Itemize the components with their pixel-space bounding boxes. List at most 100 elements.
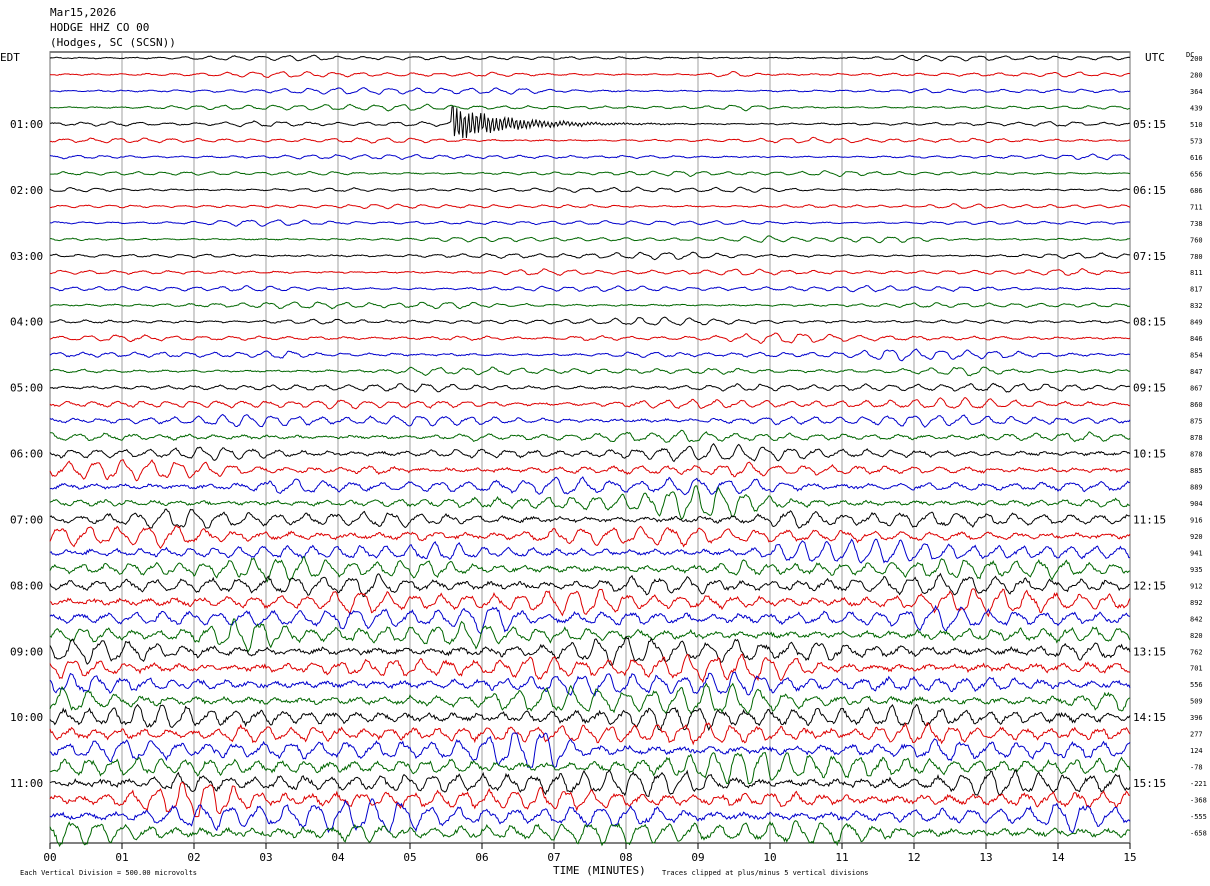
dc-value: 847 [1190,368,1203,376]
dc-value: 832 [1190,302,1203,310]
left-hour-label: 04:00 [10,316,43,329]
left-hour-label: 05:00 [10,382,43,395]
header-date: Mar15,2026 [50,6,116,19]
trace-31 [49,556,1131,583]
trace-42 [49,732,1131,768]
left-hour-label: 10:00 [10,711,43,724]
trace-10 [49,219,1131,227]
right-hour-label: 11:15 [1133,513,1166,526]
dc-value: -221 [1190,780,1207,788]
trace-37 [49,653,1131,684]
dc-value: 904 [1190,500,1203,508]
trace-8 [49,186,1131,193]
trace-35 [49,618,1131,653]
x-tick-label: 15 [1123,851,1136,864]
right-hour-label: 10:15 [1133,448,1166,461]
dc-value: 867 [1190,385,1203,393]
trace-30 [49,538,1130,564]
plot-frame [49,51,1131,844]
x-tick-label: 11 [835,851,848,864]
trace-15 [49,301,1131,310]
trace-34 [49,604,1131,635]
right-hour-label: 07:15 [1133,250,1166,263]
left-hour-label: 02:00 [10,184,43,197]
dc-value: 878 [1190,451,1203,459]
trace-6 [49,153,1131,161]
right-hour-label: 12:15 [1133,579,1166,592]
clip-note: Traces clipped at plus/minus 5 vertical … [662,869,869,877]
trace-32 [49,572,1131,598]
dc-value: 556 [1190,681,1203,689]
trace-43 [49,751,1131,785]
x-tick-label: 04 [331,851,345,864]
left-hour-label: 11:00 [10,777,43,790]
dc-value: 573 [1190,137,1203,145]
trace-9 [50,203,1131,210]
dc-value: 701 [1190,665,1203,673]
trace-25 [49,459,1131,482]
x-tick-label: 00 [43,851,56,864]
dc-value: 885 [1190,467,1203,475]
dc-value: 889 [1190,483,1203,491]
right-hour-label: 13:15 [1133,645,1166,658]
dc-label: DC [1186,51,1194,59]
x-tick-label: 14 [1051,851,1065,864]
trace-0 [49,54,1131,62]
left-hour-label: 03:00 [10,250,43,263]
x-tick-label: 03 [259,851,272,864]
dc-value: 396 [1190,714,1203,722]
trace-13 [49,268,1131,276]
dc-value: 439 [1190,104,1203,112]
trace-12 [49,251,1131,261]
header-station: HODGE HHZ CO 00 [50,21,149,34]
dc-value: 920 [1190,533,1203,541]
trace-39 [49,682,1131,715]
grid-lines [49,51,1131,844]
dc-value: 892 [1190,599,1203,607]
x-tick-label: 05 [403,851,416,864]
x-tick-label: 02 [187,851,200,864]
trace-36 [49,635,1131,666]
trace-29 [49,525,1131,549]
dc-value: 711 [1190,203,1203,211]
header-location: (Hodges, SC (SCSN)) [50,36,176,49]
trace-21 [49,397,1131,410]
trace-44 [49,768,1131,797]
trace-2 [49,87,1131,95]
dc-value: 510 [1190,121,1203,129]
dc-value: 760 [1190,236,1203,244]
trace-45 [49,782,1130,818]
trace-14 [49,284,1131,293]
x-tick-label: 08 [619,851,632,864]
dc-value: -555 [1190,813,1207,821]
trace-19 [49,366,1131,377]
dc-value: 935 [1190,566,1203,574]
trace-1 [49,70,1131,79]
trace-47 [49,820,1131,848]
x-tick-label: 06 [475,851,488,864]
trace-46 [49,798,1131,834]
scale-note: Each Vertical Division = 500.00 microvol… [20,869,197,877]
dc-value: 656 [1190,170,1203,178]
right-hour-label: 06:15 [1133,184,1166,197]
dc-value: 912 [1190,582,1203,590]
dc-value: 280 [1190,71,1203,79]
right-hour-label: 05:15 [1133,118,1166,131]
right-hour-label: 15:15 [1133,777,1166,790]
trace-17 [49,332,1131,344]
trace-4 [49,106,1131,139]
dc-value: 854 [1190,352,1203,360]
right-hour-label: 09:15 [1133,382,1166,395]
dc-value: 277 [1190,731,1203,739]
trace-22 [49,413,1131,428]
trace-28 [49,508,1131,529]
dc-value: -78 [1190,764,1203,772]
trace-group [49,54,1131,848]
left-hour-label: 08:00 [10,579,43,592]
x-tick-label: 13 [979,851,992,864]
trace-11 [50,235,1131,244]
dc-value: 686 [1190,187,1203,195]
left-hour-label: 06:00 [10,448,43,461]
